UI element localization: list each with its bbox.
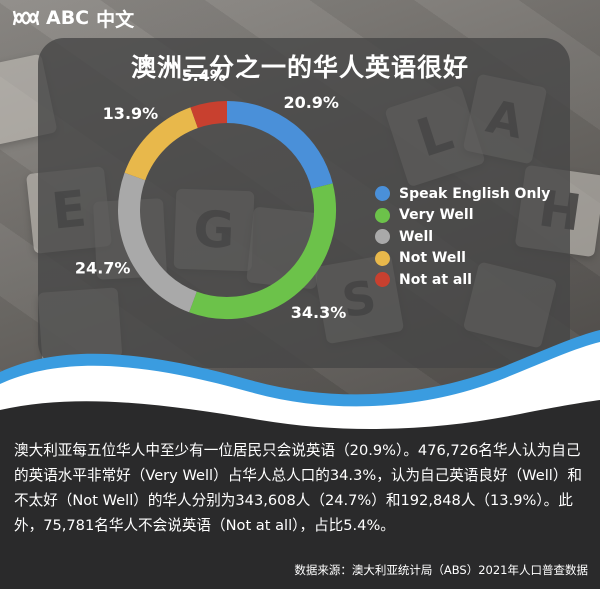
legend-label: Not Well xyxy=(399,250,466,267)
legend-swatch xyxy=(375,250,390,266)
legend-swatch xyxy=(375,207,390,223)
donut-slice-well xyxy=(118,172,198,313)
abc-logo: ABC 中文 xyxy=(12,6,135,31)
legend-label: Well xyxy=(399,228,434,245)
legend-item: Not Well xyxy=(375,248,550,270)
chart-title: 澳洲三分之一的华人英语很好 xyxy=(130,53,469,82)
abc-logo-icon xyxy=(12,10,40,26)
legend-swatch xyxy=(375,229,390,245)
logo-chinese-text: 中文 xyxy=(96,8,135,31)
donut-slice-not-well xyxy=(124,107,199,181)
legend-item: Very Well xyxy=(375,205,550,227)
slice-value-label: 34.3% xyxy=(291,303,347,322)
legend-swatch xyxy=(375,272,390,288)
slice-value-label: 24.7% xyxy=(75,259,131,278)
legend-item: Well xyxy=(375,226,550,248)
slice-value-label: 20.9% xyxy=(283,93,339,112)
logo-text: ABC xyxy=(46,7,90,29)
donut-slice-very-well xyxy=(189,183,336,319)
legend-label: Very Well xyxy=(399,207,474,224)
donut-slice-speak-english-only xyxy=(226,101,333,190)
chart-legend: Speak English Only Very Well Well Not Well N… xyxy=(375,183,550,291)
legend-label: Speak English Only xyxy=(399,185,551,202)
slice-value-label: 5.4% xyxy=(181,66,225,85)
legend-item: Speak English Only xyxy=(375,183,550,205)
donut-slice-not-at-all xyxy=(190,101,228,129)
caption-text: 澳大利亚每五位华人中至少有一位居民只会说英语（20.9%）。476,726名华人… xyxy=(14,442,583,534)
legend-swatch xyxy=(375,186,390,202)
legend-label: Not at all xyxy=(399,271,472,288)
legend-item: Not at all xyxy=(375,269,550,291)
slice-value-label: 13.9% xyxy=(103,104,159,123)
data-source: 数据来源：澳大利亚统计局（ABS）2021年人口普查数据 xyxy=(294,563,588,577)
